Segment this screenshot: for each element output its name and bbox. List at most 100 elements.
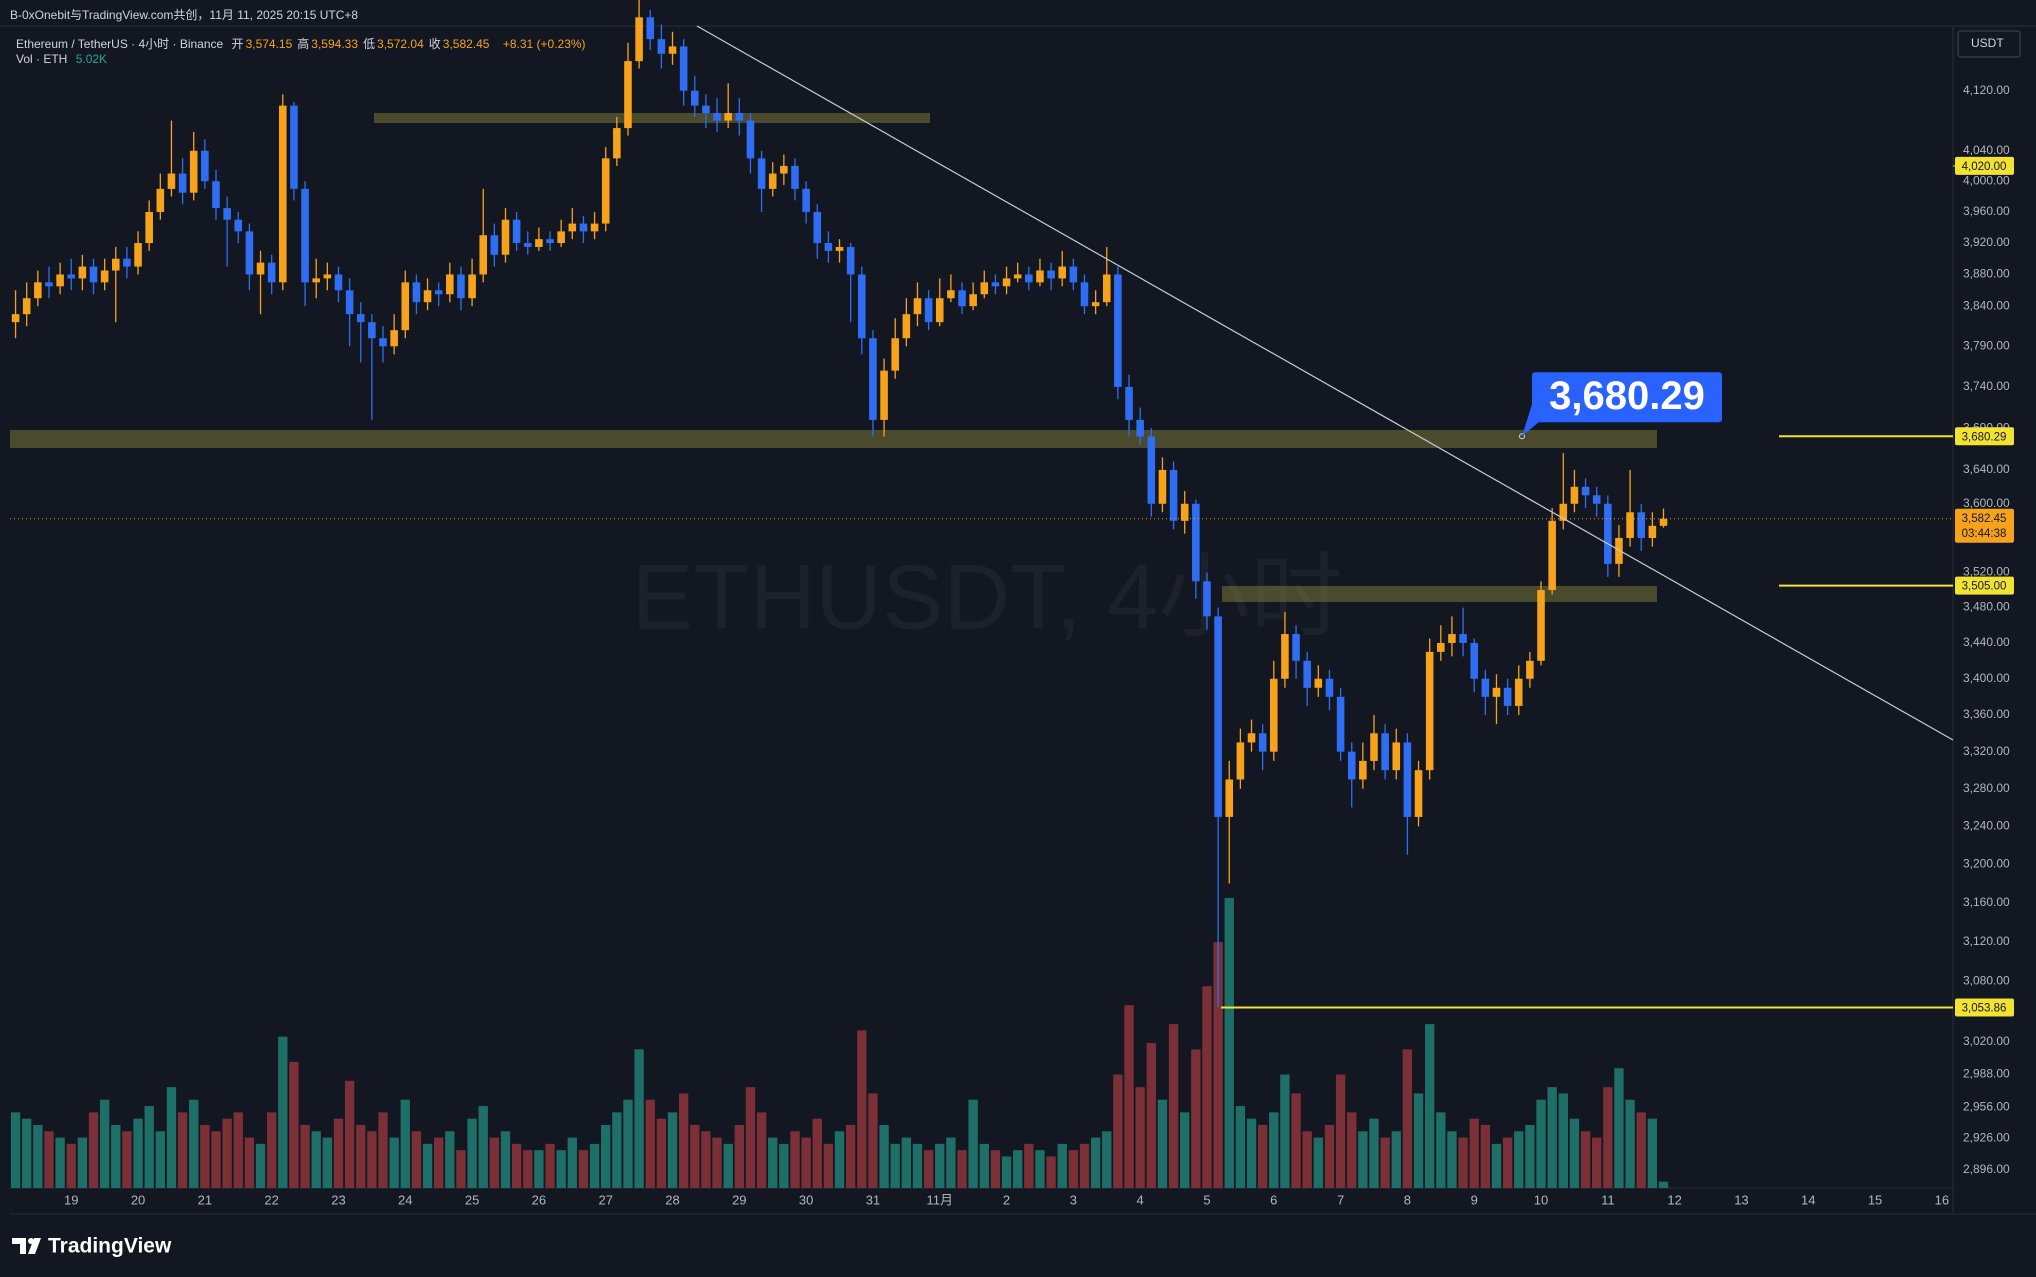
candle-body	[935, 298, 944, 323]
volume-bar	[1603, 1087, 1613, 1188]
candle-body	[423, 290, 432, 303]
candle-body	[735, 113, 744, 121]
volume-bar	[1347, 1112, 1357, 1188]
volume-bar	[667, 1112, 678, 1188]
y-tick-label: 3,240.00	[1963, 819, 2010, 833]
candle-body	[34, 282, 42, 299]
volume-bar	[255, 1143, 266, 1188]
trendline[interactable]	[696, 25, 1954, 741]
candle-body	[557, 231, 565, 244]
volume-bar	[434, 1137, 444, 1188]
candle-body	[835, 246, 844, 251]
x-tick-label: 13	[1734, 1192, 1748, 1207]
candle-body	[947, 290, 955, 299]
volume-bar	[601, 1124, 611, 1188]
candle-body	[1615, 537, 1623, 564]
volume-bar	[1447, 1131, 1457, 1188]
volume-bar	[1480, 1124, 1491, 1188]
volume-bar	[968, 1099, 978, 1188]
candle-body	[167, 173, 176, 189]
candle-body	[1414, 770, 1423, 817]
volume-bar	[1079, 1143, 1090, 1188]
volume-bar	[567, 1137, 577, 1188]
y-tick-label: 3,840.00	[1963, 298, 2010, 312]
x-tick-label: 11月	[926, 1192, 953, 1207]
candle-body	[891, 338, 899, 371]
volume-bar	[923, 1150, 934, 1188]
candle-body	[356, 314, 365, 323]
candle-body	[1604, 503, 1612, 564]
candle-body	[590, 223, 599, 232]
currency[interactable]: USDT	[1971, 36, 2004, 50]
zones	[10, 113, 1657, 602]
last-price-label: 3,582.45	[1962, 513, 2007, 525]
volume-bar	[1013, 1150, 1023, 1188]
ohlc-value: 3,572.04	[377, 37, 424, 51]
volume-bar	[1213, 942, 1223, 1188]
volume-bar	[278, 1036, 288, 1188]
volume-bar	[233, 1112, 243, 1188]
candle-body	[479, 235, 488, 275]
volume-bar	[1469, 1118, 1479, 1188]
volume-bar	[823, 1143, 834, 1188]
candle-body	[824, 243, 833, 251]
callout-anchor	[1519, 433, 1525, 440]
candle-body	[1292, 634, 1300, 661]
volume-title: Vol · ETH	[16, 52, 68, 66]
volume-bar	[756, 1112, 767, 1188]
candle-body	[1136, 419, 1144, 437]
candle-body	[724, 113, 732, 121]
x-tick-label: 30	[799, 1192, 813, 1207]
volume-bar	[1280, 1074, 1290, 1188]
y-tick-label: 3,080.00	[1963, 974, 2010, 988]
candle-body	[223, 208, 231, 220]
top-bar: B-0xOnebit与TradingView.com共创，11月 11, 202…	[10, 8, 359, 22]
volume-bar	[1436, 1112, 1446, 1188]
x-tick-label: 26	[532, 1192, 546, 1207]
volume-bar	[1157, 1099, 1168, 1188]
candle-body	[279, 105, 287, 283]
volume-bar	[556, 1150, 566, 1188]
volume-bar	[901, 1137, 912, 1188]
x-tick-label: 21	[198, 1192, 212, 1207]
candle-body	[468, 274, 476, 299]
alert-label: 4,020.00	[1962, 161, 2007, 173]
candle-body	[22, 298, 31, 315]
candle-body	[1325, 678, 1334, 697]
candle-body	[512, 219, 521, 244]
currency-button[interactable]	[1957, 30, 2021, 58]
alert-box	[1955, 156, 2014, 175]
x-tick-label: 15	[1868, 1192, 1882, 1207]
candle-body	[1648, 525, 1657, 538]
candle-body	[234, 219, 243, 232]
volume-bar	[812, 1118, 822, 1188]
x-tick-label: 3	[1070, 1192, 1077, 1207]
volume-bar	[478, 1106, 488, 1188]
x-tick-label: 16	[1935, 1192, 1949, 1207]
volume-bar	[1168, 1024, 1179, 1188]
x-tick-label: 9	[1471, 1192, 1478, 1207]
candle-body	[1592, 495, 1601, 504]
volume-bar	[1324, 1124, 1335, 1188]
candle-body	[1214, 616, 1222, 817]
candle-body	[601, 158, 610, 224]
volume-bar	[957, 1150, 967, 1188]
candle-body	[67, 274, 76, 279]
y-tick-label: 3,280.00	[1963, 781, 2010, 795]
y-tick-label: 4,120.00	[1963, 83, 2010, 97]
candle-body	[1570, 486, 1579, 504]
candle-body	[1102, 274, 1111, 303]
candle-body	[256, 262, 265, 275]
ohlc-name: 低	[363, 37, 376, 51]
volume-bar	[857, 1030, 867, 1188]
volume-bar	[723, 1143, 733, 1188]
candle-body	[56, 274, 64, 287]
candle-body	[958, 290, 966, 307]
x-tick-label: 2	[1003, 1192, 1010, 1207]
candle-body	[1492, 687, 1501, 697]
volume-bar	[868, 1093, 878, 1188]
volume-bar	[1647, 1118, 1658, 1188]
change: +8.31 (+0.23%)	[502, 37, 586, 51]
candle-body	[78, 266, 87, 279]
x-tick-label: 11	[1601, 1192, 1615, 1207]
